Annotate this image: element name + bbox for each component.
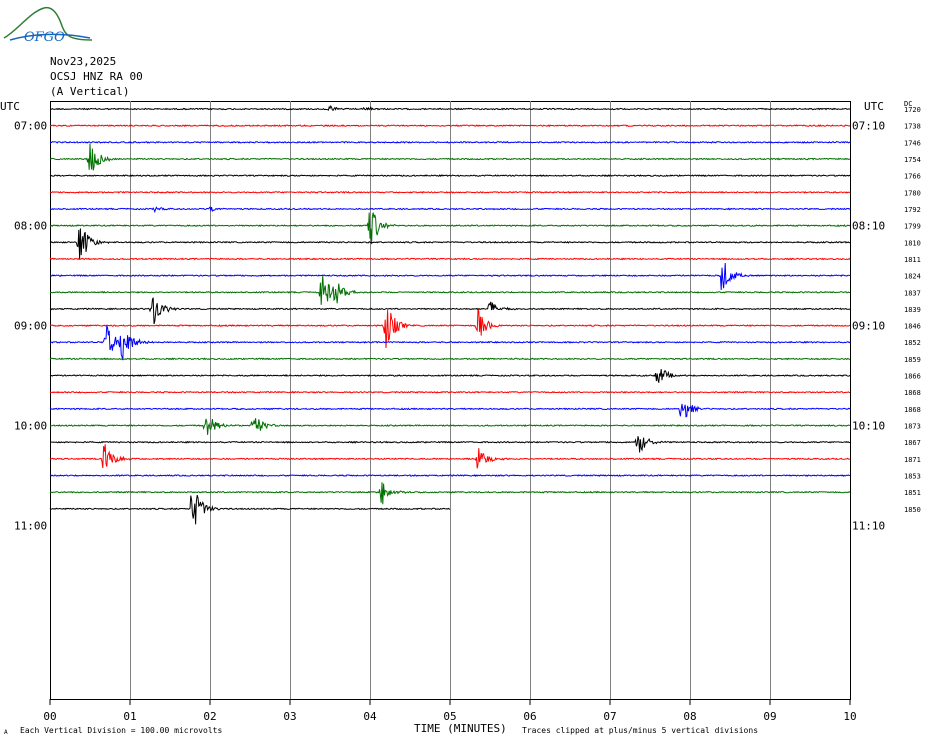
- seismic-trace: [49, 494, 451, 525]
- dc-offset-label: 1720: [904, 106, 921, 114]
- x-tick-label: 05: [443, 710, 456, 723]
- dc-offset-label: 1754: [904, 156, 921, 164]
- minute-gridlines: [130, 101, 771, 699]
- x-tick-label: 06: [523, 710, 536, 723]
- dc-offset-label: 1868: [904, 406, 921, 414]
- dc-offset-label: 1846: [904, 323, 921, 331]
- right-hour-label: 09:10: [852, 320, 885, 333]
- x-tick-label: 04: [363, 710, 377, 723]
- seismic-trace: [49, 369, 851, 383]
- x-axis-ticks: 00 01 02 03 04 05 06 07 08 09 10: [43, 699, 857, 723]
- seismic-trace: [49, 262, 851, 291]
- dc-offset-label: 1837: [904, 289, 921, 297]
- seismic-trace: [49, 436, 851, 453]
- dc-offset-label: 1780: [904, 189, 921, 197]
- seismic-trace: [49, 482, 851, 505]
- dc-offset-label: 1852: [904, 339, 921, 347]
- dc-offset-label: 1792: [904, 206, 921, 214]
- right-hour-label: 11:10: [852, 520, 885, 533]
- dc-offset-label: 1868: [904, 389, 921, 397]
- dc-offset-label: 1853: [904, 473, 921, 481]
- logo-text: OFGO: [24, 30, 65, 45]
- x-tick-label: 02: [203, 710, 216, 723]
- left-hour-label: 09:00: [14, 320, 47, 333]
- seismic-trace: [49, 212, 851, 245]
- dc-offset-label: 1799: [904, 223, 921, 231]
- seismic-trace: [49, 124, 851, 128]
- left-hour-label: 07:00: [14, 120, 47, 133]
- x-tick-label: 03: [283, 710, 296, 723]
- dc-offset-label: 1873: [904, 423, 921, 431]
- date-label: Nov23,2025: [50, 55, 116, 68]
- seismic-trace: [49, 444, 851, 469]
- seismic-trace: [49, 403, 851, 418]
- seismic-trace: [50, 104, 851, 111]
- right-hour-label: 07:10: [852, 120, 885, 133]
- dc-offset-label: 1810: [904, 239, 921, 247]
- seismic-trace: [49, 325, 851, 361]
- scale-note: Each Vertical Division = 100.00 microvol…: [20, 726, 222, 735]
- dc-offset-label: 1839: [904, 306, 921, 314]
- dc-axis-title: DC: [904, 100, 912, 108]
- left-axis-title: UTC: [0, 100, 20, 113]
- left-hour-label: 10:00: [14, 420, 47, 433]
- dc-offset-label: 1867: [904, 439, 921, 447]
- right-hour-label: 10:10: [852, 420, 885, 433]
- seismic-trace: [49, 297, 851, 325]
- dc-offset-label: 1824: [904, 273, 921, 281]
- x-tick-label: 07: [603, 710, 616, 723]
- clip-note: Traces clipped at plus/minus 5 vertical …: [522, 726, 758, 735]
- seismic-trace: [49, 190, 851, 194]
- seismic-trace: [49, 206, 851, 214]
- left-hour-label: 11:00: [14, 520, 47, 533]
- x-tick-label: 10: [843, 710, 856, 723]
- x-tick-label: 08: [683, 710, 696, 723]
- seismic-traces: [49, 104, 851, 525]
- dc-offset-label: 1871: [904, 456, 921, 464]
- left-hour-label: 08:00: [14, 220, 47, 233]
- dc-offset-label: 1766: [904, 173, 921, 181]
- station-label: OCSJ HNZ RA 00: [50, 70, 143, 83]
- seismic-trace: [49, 474, 851, 477]
- right-hour-label: 08:10: [852, 220, 885, 233]
- component-label: (A Vertical): [50, 85, 129, 98]
- seismic-trace: [49, 275, 851, 305]
- dc-offset-labels: 1720 1738 1746 1754 1766 1780 1792 1799 1810 1811…: [904, 106, 921, 514]
- dc-offset-label: 1746: [904, 139, 921, 147]
- dc-offset-label: 1866: [904, 373, 921, 381]
- x-tick-label: 01: [123, 710, 136, 723]
- seismic-trace: [49, 143, 851, 171]
- seismic-trace: [49, 418, 851, 435]
- dc-offset-label: 1851: [904, 489, 921, 497]
- seismic-trace: [49, 140, 851, 144]
- dc-offset-label: 1859: [904, 356, 921, 364]
- seismic-trace: [50, 357, 850, 361]
- x-tick-label: 09: [763, 710, 776, 723]
- seismic-trace: [49, 390, 850, 394]
- dc-offset-label: 1811: [904, 256, 921, 264]
- mountain-logo-icon: [3, 6, 93, 41]
- seismic-trace: [49, 309, 851, 349]
- seismic-trace: [49, 228, 851, 260]
- dc-offset-label: 1850: [904, 506, 921, 514]
- hour-labels: 07:00 07:10 08:00 08:10 09:00 09:10 10:00 10:10…: [14, 120, 885, 533]
- seismic-trace: [49, 257, 851, 261]
- corner-mark: A: [4, 729, 8, 736]
- dc-offset-label: 1738: [904, 123, 921, 131]
- right-axis-title: UTC: [864, 100, 884, 113]
- seismic-trace: [49, 174, 851, 178]
- x-axis-title: TIME (MINUTES): [414, 722, 507, 735]
- x-tick-label: 00: [43, 710, 56, 723]
